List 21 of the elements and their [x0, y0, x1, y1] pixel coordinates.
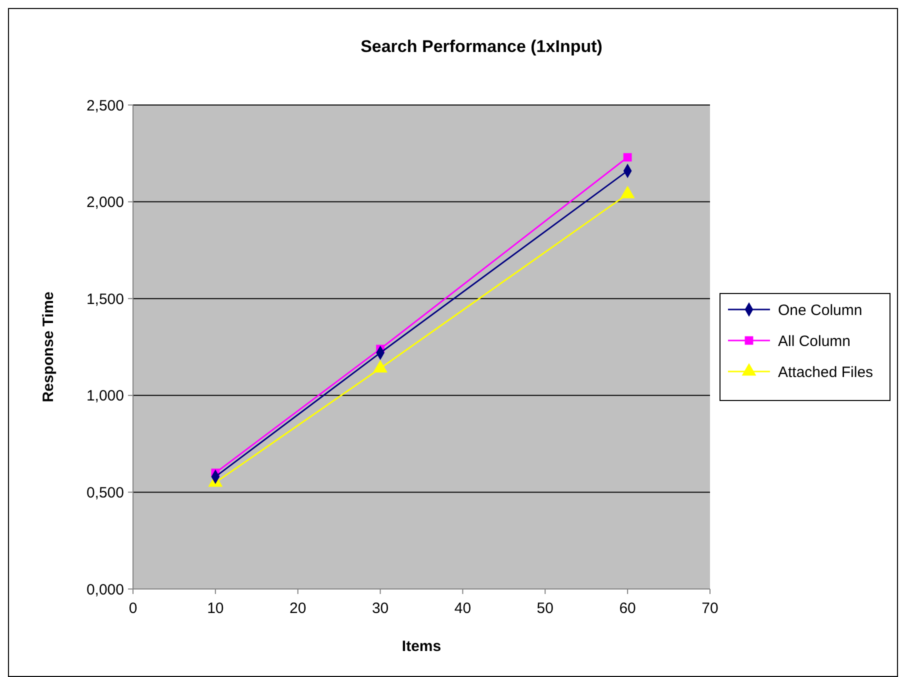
y-axis-title: Response Time — [40, 292, 57, 402]
x-tick-label: 60 — [619, 600, 636, 617]
x-axis-title: Items — [402, 638, 442, 655]
x-tick-label: 70 — [702, 600, 718, 617]
legend-label: All Column — [778, 332, 851, 350]
y-tick-label: 1,000 — [86, 388, 124, 405]
y-tick-label: 1,500 — [86, 290, 124, 308]
y-tick-label: 2,000 — [86, 194, 124, 212]
y-tick-label: 0,000 — [86, 581, 124, 598]
point — [623, 153, 632, 162]
x-tick-label: 30 — [372, 600, 389, 617]
x-tick-label: 10 — [207, 600, 224, 617]
chart-title: Search Performance (1xInput) — [360, 37, 602, 56]
x-tick-label: 40 — [454, 600, 472, 617]
x-tick-label: 0 — [128, 600, 138, 617]
y-tick-label: 2,500 — [86, 97, 124, 114]
y-tick-label: 0,500 — [86, 484, 124, 502]
legend-label: One Column — [778, 302, 862, 319]
x-tick-label: 50 — [536, 600, 554, 617]
x-tick-label: 20 — [290, 600, 306, 617]
legend-label: Attached Files — [778, 364, 874, 381]
